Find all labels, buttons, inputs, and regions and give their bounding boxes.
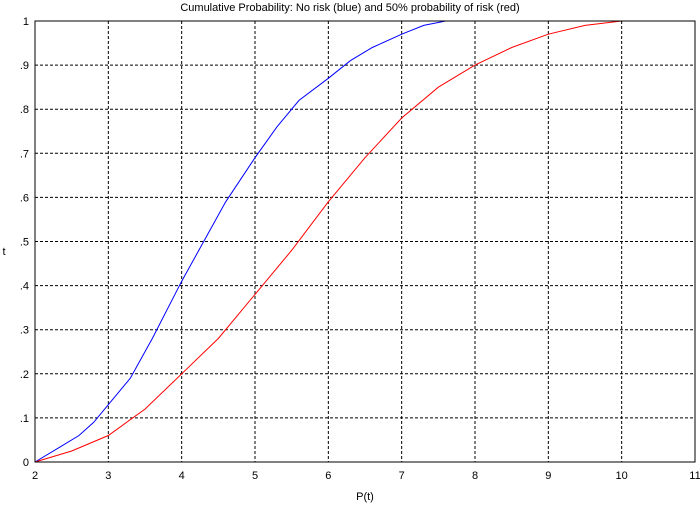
x-axis-label: P(t)	[356, 491, 374, 503]
x-tick-label: 3	[105, 470, 111, 482]
y-tick-label: .3	[20, 325, 29, 337]
x-tick-labels: 2 3 4 5 6 7 8 9 10 11	[32, 470, 700, 482]
y-tick-label: .1	[20, 413, 29, 425]
series-layer	[34, 20, 695, 463]
x-tick-label: 6	[325, 470, 331, 482]
y-tick-label: 1	[23, 16, 29, 28]
plot-frame	[34, 20, 696, 463]
x-tick-label: 9	[545, 470, 551, 482]
x-tick-label: 2	[32, 470, 38, 482]
x-tick-label: 8	[472, 470, 478, 482]
y-tick-label: .2	[20, 369, 29, 381]
y-tick-labels: 0 .1 .2 .3 .4 .5 .6 .7 .8 .9 1	[20, 16, 29, 469]
y-tick-label: .9	[20, 60, 29, 72]
grid-layer	[35, 21, 695, 462]
series-line-2	[34, 20, 695, 463]
x-tick-label: 4	[179, 470, 185, 482]
x-tick-label: 7	[399, 470, 405, 482]
y-tick-label: .7	[20, 148, 29, 160]
x-tick-label: 10	[616, 470, 628, 482]
y-tick-label: .4	[20, 281, 29, 293]
y-tick-label: 0	[23, 457, 29, 469]
y-tick-label: .5	[20, 237, 29, 249]
x-tick-label: 11	[689, 470, 700, 482]
y-tick-label: .6	[20, 192, 29, 204]
series-line-1	[34, 20, 695, 463]
y-axis-label: t	[2, 246, 5, 258]
y-tick-label: .8	[20, 104, 29, 116]
chart-title: Cumulative Probability: No risk (blue) a…	[180, 2, 519, 14]
x-tick-label: 5	[252, 470, 258, 482]
